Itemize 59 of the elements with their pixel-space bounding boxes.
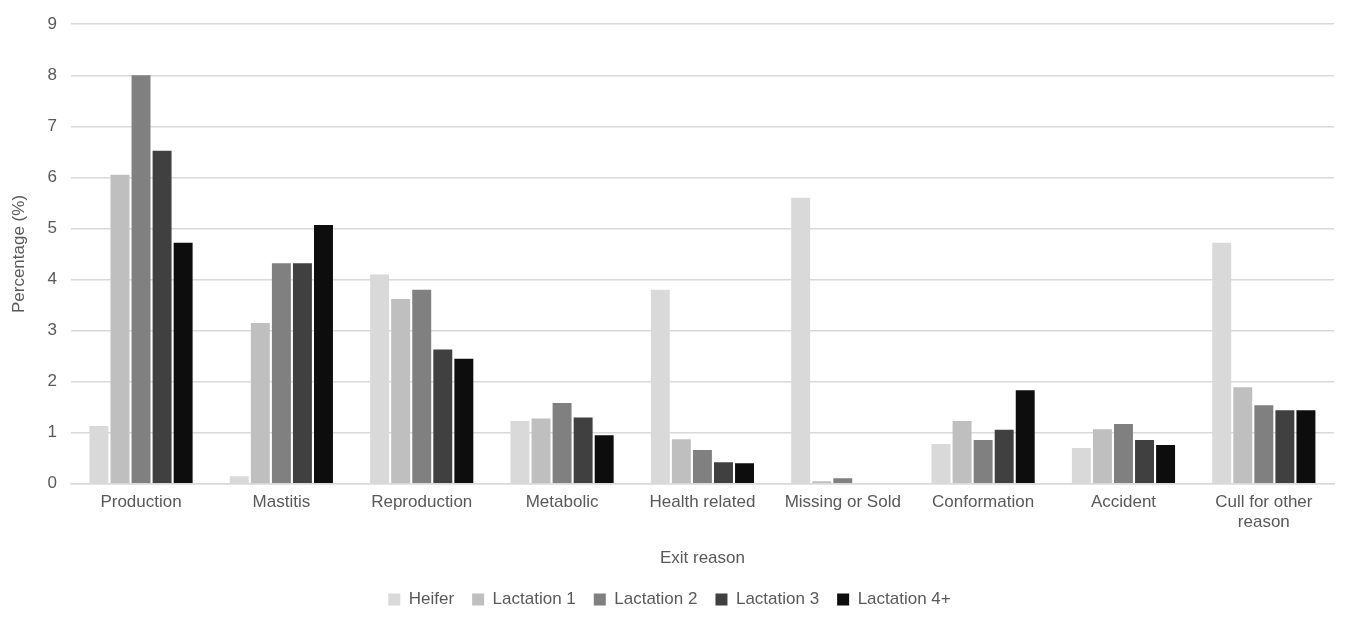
bar <box>671 439 691 484</box>
bar <box>131 75 151 484</box>
bar <box>594 435 614 484</box>
legend-label: Lactation 4+ <box>857 589 951 609</box>
bar <box>973 439 993 484</box>
y-tick-label: 3 <box>47 320 57 340</box>
y-axis-title: Percentage (%) <box>8 194 28 314</box>
bar <box>1156 444 1176 484</box>
legend-label: Lactation 3 <box>735 589 820 609</box>
y-tick-label: 1 <box>47 422 57 442</box>
y-tick-label: 5 <box>47 218 57 238</box>
bar <box>1114 424 1133 484</box>
x-tick-label: Health related <box>649 491 756 511</box>
bar <box>1254 405 1274 484</box>
bar <box>391 298 411 484</box>
bar <box>531 418 551 484</box>
bar <box>833 478 853 484</box>
legend-label: Heifer <box>408 589 455 609</box>
bar <box>292 263 312 484</box>
bar <box>314 224 333 484</box>
bar <box>173 242 193 484</box>
x-tick-label: Metabolic <box>525 491 599 511</box>
bar <box>454 358 474 484</box>
bar <box>1233 387 1253 484</box>
bar <box>412 289 432 484</box>
x-tick-label: Missing or Sold <box>784 491 901 511</box>
y-tick-label: 8 <box>47 64 57 84</box>
x-tick-label: Accident <box>1090 491 1157 511</box>
bar <box>433 349 453 484</box>
y-tick-label: 2 <box>47 371 57 391</box>
y-tick-label: 0 <box>47 473 57 493</box>
x-tick-label: Cull for other reason <box>1215 491 1313 532</box>
x-tick-label: Conformation <box>932 491 1035 511</box>
legend-label: Lactation 2 <box>614 589 698 609</box>
bar <box>1275 410 1295 484</box>
bar <box>1092 429 1112 484</box>
bar <box>1015 390 1035 484</box>
y-tick-label: 4 <box>47 269 57 289</box>
bar <box>152 150 172 484</box>
x-axis-title: Exit reason <box>659 548 745 568</box>
legend-label: Lactation 1 <box>492 589 576 609</box>
x-tick-label: Reproduction <box>371 491 473 511</box>
bar <box>994 429 1014 484</box>
bar <box>552 403 572 484</box>
bar <box>735 463 755 484</box>
bar <box>952 420 972 484</box>
bar <box>250 322 270 484</box>
bar <box>714 462 733 484</box>
bar <box>110 174 130 484</box>
y-tick-label: 6 <box>47 167 57 187</box>
x-tick-label: Production <box>100 491 182 511</box>
bar <box>573 417 593 484</box>
bar <box>1296 410 1316 484</box>
y-tick-label: 7 <box>47 116 57 136</box>
x-tick-label: Mastitis <box>252 491 311 511</box>
bar <box>271 263 291 484</box>
bar <box>692 450 712 484</box>
y-tick-label: 9 <box>47 13 57 33</box>
bar <box>1135 439 1154 484</box>
